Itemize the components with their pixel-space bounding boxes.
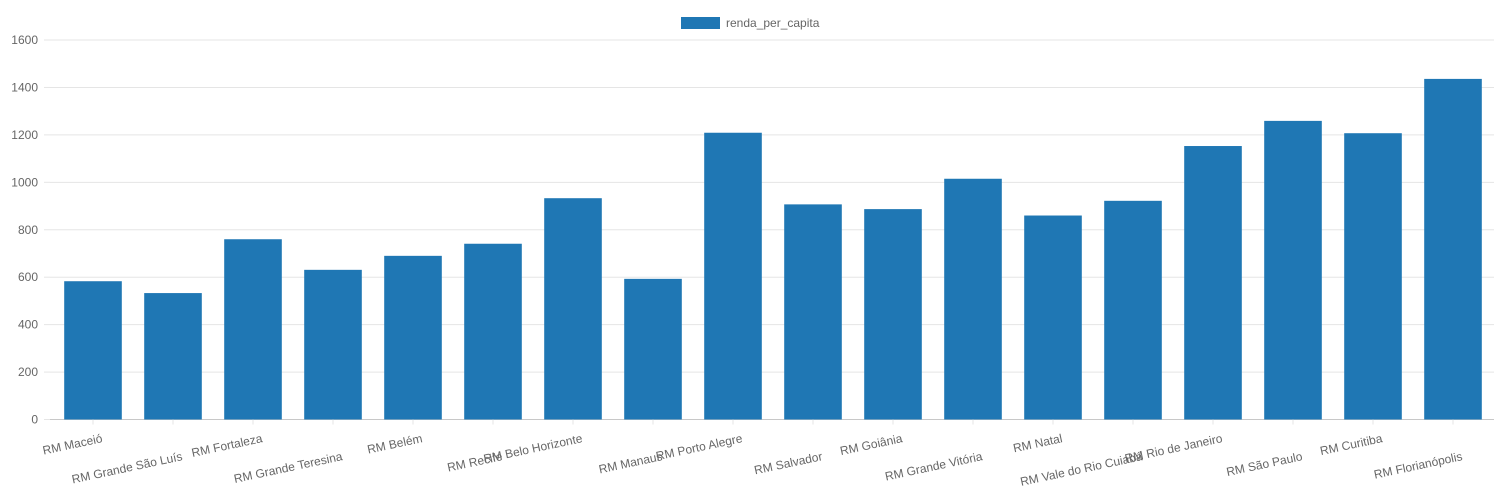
bar-14[interactable]: [1184, 146, 1242, 420]
bar-17[interactable]: [1424, 78, 1482, 420]
y-tick-label: 1200: [11, 128, 38, 142]
x-tick-label: RM Belém: [366, 431, 424, 456]
bar-15[interactable]: [1264, 120, 1322, 420]
y-tick-label: 1000: [11, 175, 38, 189]
bar-8[interactable]: [704, 132, 762, 420]
x-tick-label: RM Fortaleza: [190, 431, 264, 460]
bars: [64, 78, 1482, 420]
bar-1[interactable]: [144, 293, 202, 420]
x-tick-label: RM São Paulo: [1225, 449, 1304, 479]
bar-2[interactable]: [224, 239, 282, 420]
bar-6[interactable]: [544, 198, 602, 420]
y-tick-label: 800: [18, 223, 38, 237]
y-tick-label: 1400: [11, 80, 38, 94]
y-tick-label: 400: [18, 318, 38, 332]
x-tick-label: RM Manaus: [597, 449, 663, 476]
x-tick-label: RM Maceió: [41, 431, 104, 457]
x-tick-label: RM Porto Alegre: [655, 431, 744, 463]
x-tick-label: RM Natal: [1012, 431, 1064, 455]
y-tick-label: 1600: [11, 33, 38, 47]
x-tick-label: RM Grande Teresina: [233, 449, 344, 486]
x-tick-label: RM Goiânia: [839, 431, 904, 458]
x-tick-label: RM Belo Horizonte: [482, 431, 584, 466]
bar-12[interactable]: [1024, 215, 1082, 420]
x-tick-label: RM Salvador: [753, 449, 824, 477]
x-tick-label: RM Rio de Janeiro: [1124, 431, 1224, 465]
bar-7[interactable]: [624, 278, 682, 420]
y-tick-labels: 0 200 400 600 800 1000 1200 1400 1600: [11, 33, 38, 427]
bar-0[interactable]: [64, 281, 122, 420]
y-tick-label: 0: [31, 413, 38, 427]
x-tick-label: RM Grande Vitória: [884, 449, 984, 483]
bar-16[interactable]: [1344, 133, 1402, 420]
axes: [44, 39, 1454, 425]
x-tick-label: RM Florianópolis: [1373, 449, 1464, 481]
y-tick-label: 200: [18, 365, 38, 379]
y-tick-label: 600: [18, 270, 38, 284]
bar-13[interactable]: [1104, 200, 1162, 420]
bar-5[interactable]: [464, 243, 522, 420]
bar-10[interactable]: [864, 209, 922, 420]
legend-label: renda_per_capita: [726, 16, 820, 30]
bar-4[interactable]: [384, 255, 442, 420]
legend[interactable]: renda_per_capita: [681, 16, 820, 30]
grid-lines: [50, 39, 1494, 420]
x-tick-label: RM Grande São Luís: [70, 449, 183, 486]
bar-9[interactable]: [784, 204, 842, 420]
legend-swatch: [681, 17, 720, 29]
bar-3[interactable]: [304, 269, 362, 420]
x-tick-label: RM Curitiba: [1319, 431, 1384, 458]
bar-11[interactable]: [944, 178, 1002, 420]
